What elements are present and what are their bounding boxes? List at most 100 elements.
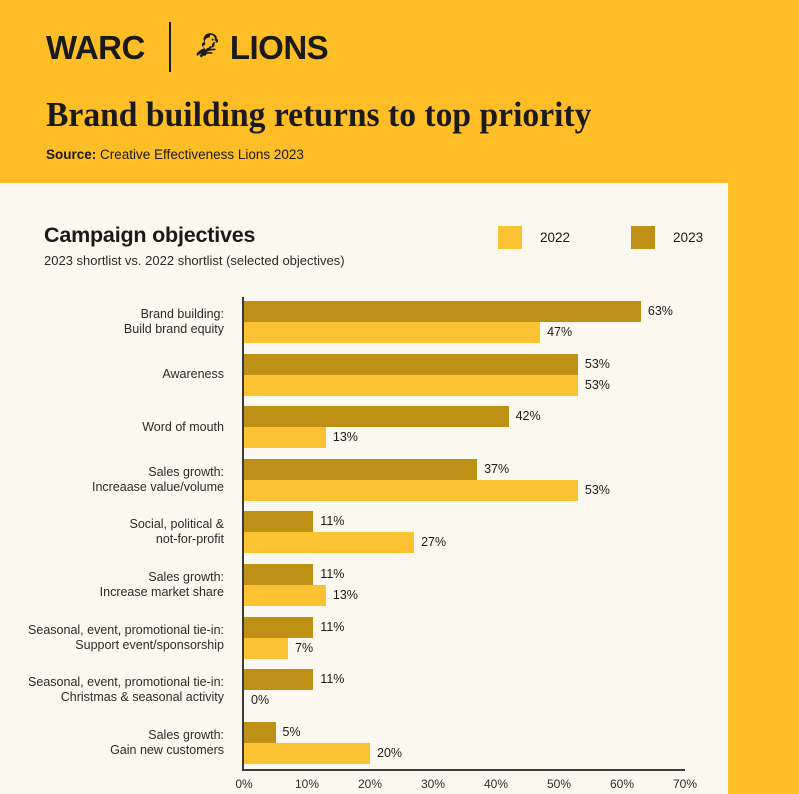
legend-swatch-2023 [631,226,656,249]
bar-2023[interactable] [244,353,578,375]
bar-2022[interactable] [244,479,578,501]
bar-row: 11% [244,669,685,691]
bar-row: 47% [244,322,685,343]
bar-row: 11% [244,511,685,533]
bar-value-label: 0% [251,693,270,708]
bar-2023[interactable] [244,458,478,480]
bar-value-label: 63% [647,304,673,318]
bar-value-label: 5% [282,724,301,739]
bar-group: 11% 13% [244,564,685,606]
source-text: Creative Effectiveness Lions 2023 [100,147,304,162]
category-label: Awareness [162,367,224,382]
bar-row: 53% [244,374,685,396]
x-axis-line [242,769,685,771]
x-tick-label: 20% [357,777,383,791]
x-tick-label: 0% [235,777,253,791]
category-label: Seasonal, event, promotional tie-in: Chri… [28,675,224,705]
bar-2022[interactable] [244,585,326,606]
bar-row: 13% [244,427,685,449]
page-headline: Brand building returns to top priority [46,95,592,134]
bar-row: 27% [244,532,685,554]
bar-group: 11% 7% [244,616,685,659]
bar-2023[interactable] [244,721,276,743]
bar-group: 42% 13% [244,406,685,449]
brand-logo-row: WARC LIONS [46,22,329,72]
bar-2023[interactable] [244,564,314,585]
bar-2022[interactable] [244,637,289,659]
bar-2022[interactable] [244,532,415,554]
bar-value-label: 13% [332,588,358,602]
bar-group: 63% 47% [244,301,685,343]
source-label: Source: [46,147,97,162]
bar-value-label: 11% [320,672,345,687]
legend-item-2022: 2022 [498,226,570,249]
y-axis-line [242,297,244,769]
bar-value-label: 11% [320,567,345,581]
category-label: Sales growth: Increaase value/volume [91,464,224,494]
bar-value-label: 47% [547,325,573,339]
bar-2023[interactable] [244,669,314,691]
lion-head-icon [196,33,218,58]
bar-group: 37% 53% [244,458,685,501]
bar-2023[interactable] [244,301,641,322]
x-tick-label: 30% [420,777,446,791]
chart-title: Campaign objectives [44,223,256,247]
category-label: Seasonal, event, promotional tie-in: Supp… [28,622,224,652]
bar-value-label: 11% [320,514,345,529]
bar-value-label: 53% [584,377,610,392]
bar-group: 5% 20% [244,721,685,764]
x-tick-label: 50% [546,777,572,791]
x-tick-label: 70% [672,777,698,791]
legend-swatch-2022 [498,226,522,249]
logo-divider [168,22,171,72]
bar-2022[interactable] [244,427,326,449]
bar-value-label: 20% [377,745,403,760]
bar-value-label: 53% [584,356,610,371]
category-label: Social, political & not-for-profit [129,517,225,547]
warc-wordmark: WARC [46,28,145,66]
bar-2023[interactable] [244,406,509,428]
bar-value-label: 53% [584,482,610,497]
header-band: WARC LIONS Brand building returns to top… [0,0,799,183]
bar-row: 53% [244,479,685,501]
bar-value-label: 13% [332,430,358,445]
bar-2022[interactable] [244,322,541,343]
bar-row: 11% [244,616,685,638]
bar-row: 13% [244,585,685,606]
bar-value-label: 7% [295,640,314,655]
lions-wordmark: LIONS [229,28,329,66]
bar-row: 37% [244,458,685,480]
bar-value-label: 27% [421,535,447,550]
bar-row: 53% [244,353,685,375]
lions-logo: LIONS [193,28,329,66]
legend-label-2023: 2023 [673,230,704,245]
bar-row: 20% [244,742,685,764]
bar-row: 63% [244,301,685,322]
bar-2022[interactable] [244,742,370,764]
legend-label-2022: 2022 [540,230,571,245]
bar-value-label: 37% [484,461,510,476]
bar-2023[interactable] [244,511,314,533]
bar-2022[interactable] [244,374,578,396]
bar-row: 42% [244,406,685,428]
bar-row: 0% [244,690,685,711]
bar-row: 11% [244,564,685,585]
category-label: Brand building: Build brand equity [123,307,224,336]
bar-group: 11% 0% [244,669,685,711]
source-line: Source: Creative Effectiveness Lions 202… [46,147,304,162]
category-label: Sales growth: Gain new customers [110,727,224,757]
bar-group: 53% 53% [244,353,685,396]
bar-group: 11% 27% [244,511,685,554]
bar-2023[interactable] [244,616,314,638]
bar-row: 7% [244,637,685,659]
bar-value-label: 42% [515,409,541,424]
bar-chart-plot: Brand building: Build brand equity 63% 47% A… [28,297,697,791]
category-label: Word of mouth [142,419,224,434]
bar-value-label: 11% [320,619,345,634]
x-tick-label: 10% [294,777,320,791]
x-tick-label: 40% [483,777,509,791]
bar-row: 5% [244,721,685,743]
chart-legend: 2022 2023 [498,226,703,249]
category-label: Sales growth: Increase market share [99,570,224,599]
